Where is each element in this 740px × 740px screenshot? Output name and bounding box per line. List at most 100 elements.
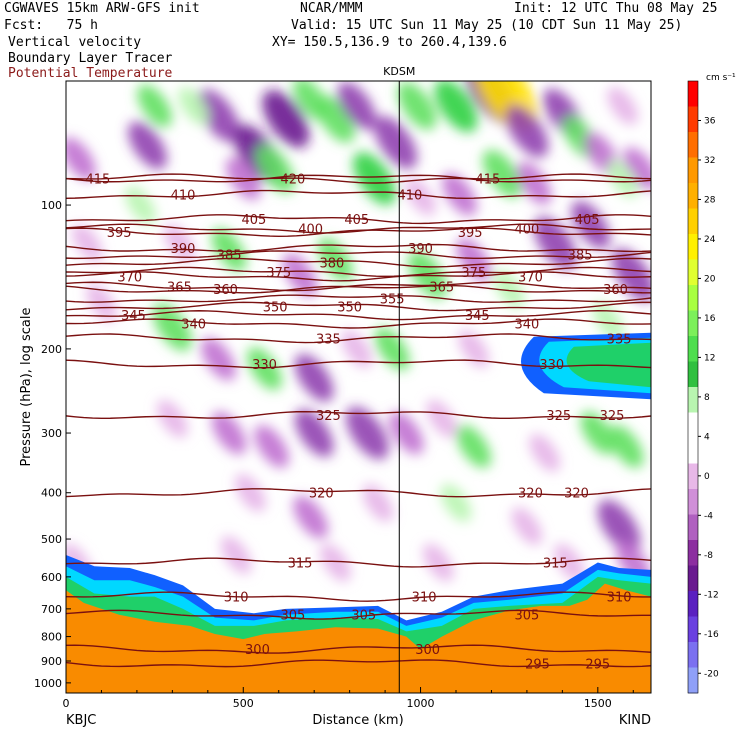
theta-contour [66,359,651,369]
theta-contour [66,659,651,668]
velocity-cell [137,84,173,128]
colorbar-swatch [688,438,698,464]
velocity-cell [362,483,394,522]
theta-contour-label: 375 [461,266,486,281]
velocity-cell [516,161,552,205]
velocity-cell [337,81,377,130]
forecast-hour: Fcst: 75 h [4,18,98,33]
theta-contour [66,609,651,620]
theta-contour-label: 315 [288,557,313,572]
plot-frame [65,80,652,694]
velocity-cell [607,159,638,198]
y-tick-label: 600 [41,571,62,584]
velocity-cell [247,347,282,391]
theta-contour-label: 365 [167,280,192,295]
colorbar-swatch [688,667,698,694]
theta-contour-label: 310 [412,591,437,606]
theta-contour-label: 375 [266,266,291,281]
x-tick-label: 0 [63,697,70,710]
velocity-cell [456,425,492,468]
y-tick-label: 500 [41,533,62,546]
theta-contour-label: 335 [607,332,632,347]
colorbar-label: 32 [704,156,715,166]
cross-section-xy: XY= 150.5,136.9 to 260.4,139.6 [272,35,507,50]
theta-contour-label: 420 [280,173,305,188]
velocity-cell [320,543,351,582]
velocity-cell [426,399,458,438]
colorbar-label: 8 [704,393,710,403]
colorbar-swatch [688,285,698,311]
theta-contour-label: 370 [518,270,543,285]
velocity-cell [164,224,195,262]
velocity-cell [405,177,436,216]
y-tick-label: 300 [41,427,62,440]
theta-contour [66,410,651,420]
y-tick-label: 900 [41,655,62,668]
velocity-cell [294,354,334,402]
theta-contour-label: 395 [458,226,483,241]
velocity-cell [580,411,616,455]
theta-contour-label: 325 [600,409,625,424]
velocity-cell [178,86,209,125]
theta-contour-label: 345 [465,309,490,324]
theta-contour [66,333,651,344]
theta-contour-label: 340 [181,318,206,333]
x-tick-label: 500 [233,697,254,710]
theta-contour-label: 340 [514,318,539,333]
theta-contour-label: 320 [564,487,589,502]
velocity-cell [511,507,543,546]
colorbar-swatch [688,132,698,158]
colorbar-label: -8 [704,551,713,561]
colorbar-swatch [688,616,698,643]
theta-contour-label: 350 [337,300,362,315]
theta-contour-label: 385 [568,249,593,264]
velocity-cell [316,94,355,143]
colorbar-label: 36 [704,116,716,126]
colorbar-label: 12 [704,353,715,363]
theta-contour [66,257,651,268]
theta-contour [66,557,651,568]
theta-contour-label: 390 [171,242,196,257]
theta-contour [66,488,651,498]
colorbar-swatch [688,81,698,107]
velocity-cell [607,86,638,125]
velocity-cell [254,425,290,468]
velocity-cell [456,238,492,281]
theta-contour [66,591,651,602]
colorbar-swatch [688,514,698,541]
colorbar-swatch [688,565,698,592]
theta-contour-label: 305 [351,609,376,624]
velocity-cell [482,149,522,198]
velocity-cell [593,302,624,341]
theta-contour [66,173,651,184]
theta-contour-label: 335 [316,332,341,347]
theta-contour [66,644,651,654]
theta-contour-label: 385 [217,249,242,264]
theta-contour-label: 345 [121,309,146,324]
colorbar-swatch [688,234,698,260]
theta-contour-label: 395 [107,226,132,241]
velocity-cell [294,409,334,457]
colorbar-swatch [688,387,698,413]
colorbar-swatch [688,463,698,490]
theta-contour-label: 360 [603,283,628,298]
y-tick-label: 700 [41,603,62,616]
velocity-cell [282,253,318,297]
y-axis: 100 200 300 400 500 600 700 800 900 1000 [34,199,71,690]
theta-contour-label: 410 [397,188,422,203]
theta-contour-label: 370 [117,270,142,285]
theta-contour [66,310,651,321]
y-tick-label: 1000 [34,677,62,690]
field-boundary-tracer: Boundary Layer Tracer [8,51,173,66]
y-tick-label: 100 [41,199,62,212]
theta-contour-label: 315 [543,557,568,572]
theta-contour-label: 320 [518,487,543,502]
colorbar-swatch [688,157,698,184]
velocity-cell [66,137,96,181]
theta-contour [66,243,651,253]
y-tick-label: 200 [41,343,62,356]
velocity-cell [388,411,424,455]
station-marker-label: KDSM [383,65,415,78]
